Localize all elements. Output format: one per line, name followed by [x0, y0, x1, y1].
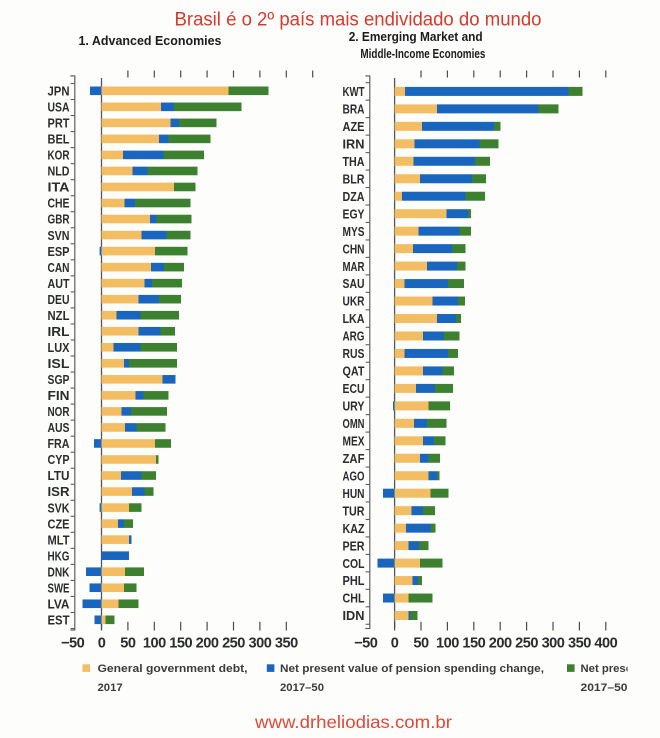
- svg-text:ITA: ITA: [48, 180, 71, 195]
- svg-text:UKR: UKR: [343, 294, 365, 309]
- svg-text:CHL: CHL: [343, 591, 365, 606]
- svg-text:NZL: NZL: [48, 308, 70, 323]
- svg-text:2017–50: 2017–50: [581, 682, 628, 694]
- svg-text:SWE: SWE: [48, 580, 70, 595]
- svg-text:EST: EST: [48, 613, 70, 628]
- svg-text:QAT: QAT: [343, 364, 365, 379]
- svg-text:50: 50: [120, 636, 136, 652]
- svg-text:DZA: DZA: [343, 189, 366, 204]
- svg-text:USA: USA: [48, 100, 70, 115]
- svg-text:MEX: MEX: [343, 434, 365, 449]
- svg-text:CAN: CAN: [48, 260, 70, 275]
- svg-text:THA: THA: [343, 154, 366, 169]
- svg-text:NOR: NOR: [48, 404, 70, 419]
- svg-text:KOR: KOR: [48, 148, 70, 163]
- svg-text:IRN: IRN: [343, 137, 365, 152]
- svg-text:300: 300: [542, 636, 565, 652]
- svg-text:Brasil é o 2º país mais endivi: Brasil é o 2º país mais endividado do mu…: [175, 10, 542, 31]
- svg-text:1. Advanced Economies: 1. Advanced Economies: [79, 33, 222, 48]
- svg-text:2017–50: 2017–50: [280, 682, 324, 694]
- svg-text:PER: PER: [343, 538, 365, 553]
- svg-text:ARG: ARG: [343, 329, 365, 344]
- svg-text:URY: URY: [343, 399, 365, 414]
- svg-text:TUR: TUR: [343, 503, 366, 518]
- svg-text:250: 250: [515, 636, 538, 652]
- svg-text:−50: −50: [61, 636, 85, 652]
- svg-text:200: 200: [489, 636, 512, 652]
- svg-text:0: 0: [391, 636, 399, 652]
- svg-text:2017: 2017: [98, 682, 123, 694]
- svg-text:CHE: CHE: [48, 196, 70, 211]
- svg-text:CZE: CZE: [48, 516, 70, 531]
- svg-text:IRL: IRL: [48, 324, 70, 339]
- svg-text:150: 150: [462, 636, 485, 652]
- svg-text:2. Emerging Market and: 2. Emerging Market and: [349, 29, 483, 44]
- svg-text:100: 100: [143, 636, 166, 652]
- svg-text:Net present value of health ca: Net present value of health care spendin…: [581, 663, 660, 675]
- svg-text:ECU: ECU: [343, 381, 365, 396]
- svg-text:AUS: AUS: [48, 420, 70, 435]
- svg-text:ISL: ISL: [48, 356, 70, 371]
- svg-text:SAU: SAU: [343, 276, 365, 291]
- svg-text:LVA: LVA: [48, 596, 71, 611]
- svg-text:AZE: AZE: [343, 119, 365, 134]
- svg-text:FIN: FIN: [48, 388, 70, 403]
- svg-text:BEL: BEL: [48, 132, 70, 147]
- svg-text:IDN: IDN: [343, 608, 365, 623]
- svg-text:Middle-Income Economies: Middle-Income Economies: [360, 46, 485, 61]
- svg-text:GBR: GBR: [48, 212, 70, 227]
- svg-text:350: 350: [275, 636, 298, 652]
- svg-text:150: 150: [169, 636, 192, 652]
- svg-text:ESP: ESP: [48, 244, 70, 259]
- svg-text:www.drheliodias.com.br: www.drheliodias.com.br: [254, 712, 452, 732]
- svg-text:NLD: NLD: [48, 164, 70, 179]
- svg-text:250: 250: [222, 636, 245, 652]
- svg-text:SVK: SVK: [48, 500, 70, 515]
- svg-text:FRA: FRA: [48, 436, 71, 451]
- svg-text:HUN: HUN: [343, 486, 365, 501]
- svg-text:PRT: PRT: [48, 116, 70, 131]
- svg-text:DNK: DNK: [48, 564, 70, 579]
- svg-text:KAZ: KAZ: [343, 521, 365, 536]
- svg-text:CYP: CYP: [48, 452, 70, 467]
- svg-text:HKG: HKG: [48, 548, 70, 563]
- svg-text:50: 50: [413, 636, 429, 652]
- svg-text:RUS: RUS: [343, 346, 365, 361]
- svg-text:SGP: SGP: [48, 372, 70, 387]
- svg-text:General government debt,: General government debt,: [98, 663, 248, 675]
- svg-text:AGO: AGO: [343, 468, 365, 483]
- svg-text:0: 0: [98, 636, 106, 652]
- svg-text:OMN: OMN: [343, 416, 365, 431]
- svg-text:MYS: MYS: [343, 224, 365, 239]
- svg-text:LKA: LKA: [343, 311, 366, 326]
- svg-text:BRA: BRA: [343, 102, 365, 117]
- svg-text:200: 200: [196, 636, 219, 652]
- svg-text:AUT: AUT: [48, 276, 70, 291]
- svg-text:SVN: SVN: [48, 228, 70, 243]
- svg-text:COL: COL: [343, 556, 365, 571]
- svg-text:300: 300: [248, 636, 271, 652]
- svg-text:MLT: MLT: [48, 532, 70, 547]
- svg-text:EGY: EGY: [343, 206, 365, 221]
- svg-text:KWT: KWT: [343, 84, 365, 99]
- svg-text:100: 100: [436, 636, 459, 652]
- svg-text:CHN: CHN: [343, 241, 365, 256]
- svg-text:PHL: PHL: [343, 573, 365, 588]
- svg-text:Net present value of pension s: Net present value of pension spending ch…: [280, 663, 544, 675]
- svg-text:−50: −50: [354, 636, 378, 652]
- svg-text:BLR: BLR: [343, 171, 366, 186]
- svg-text:ZAF: ZAF: [343, 451, 365, 466]
- svg-text:400: 400: [594, 636, 617, 652]
- svg-text:LUX: LUX: [48, 340, 70, 355]
- svg-text:350: 350: [568, 636, 591, 652]
- svg-text:DEU: DEU: [48, 292, 70, 307]
- svg-text:ISR: ISR: [48, 484, 71, 499]
- svg-text:MAR: MAR: [343, 259, 365, 274]
- svg-text:LTU: LTU: [48, 468, 70, 483]
- svg-text:JPN: JPN: [48, 84, 70, 99]
